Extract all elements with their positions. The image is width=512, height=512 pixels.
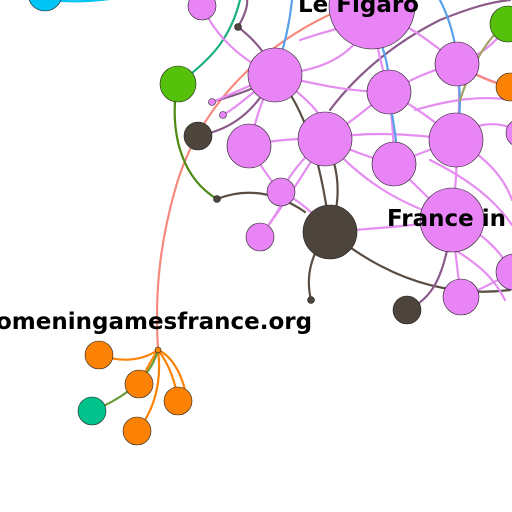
graph-node[interactable] <box>187 0 217 21</box>
edge <box>328 0 512 112</box>
edge <box>156 348 187 392</box>
graph-node[interactable] <box>489 5 512 43</box>
node-label-womeningames: omeningamesfrance.org <box>0 309 312 335</box>
edge <box>155 8 342 352</box>
graph-node-le-figaro[interactable] <box>328 0 416 50</box>
edge <box>413 96 512 112</box>
graph-node[interactable] <box>219 111 227 119</box>
graph-node[interactable] <box>434 41 480 87</box>
node-label-le-figaro: Le Figaro <box>298 0 419 18</box>
graph-node[interactable] <box>84 340 114 370</box>
graph-node[interactable] <box>371 141 417 187</box>
graph-node-womeningames-hub[interactable] <box>154 346 162 354</box>
graph-node[interactable] <box>245 222 275 252</box>
edge <box>215 191 307 214</box>
graph-node[interactable] <box>428 112 484 168</box>
graph-node[interactable] <box>163 386 193 416</box>
graph-node[interactable] <box>297 111 353 167</box>
graph-node[interactable] <box>122 416 152 446</box>
graph-node[interactable] <box>77 396 107 426</box>
graph-node[interactable] <box>226 123 272 169</box>
edge <box>173 88 219 201</box>
node-label-france-in: France in <box>387 206 506 232</box>
graph-node[interactable] <box>124 369 154 399</box>
graph-node[interactable] <box>28 0 62 12</box>
graph-node[interactable] <box>442 278 480 316</box>
graph-node[interactable] <box>159 65 197 103</box>
graph-node[interactable] <box>307 296 315 304</box>
graph-node[interactable] <box>505 119 512 147</box>
graph-node[interactable] <box>495 253 512 291</box>
graph-node[interactable] <box>183 121 213 151</box>
graph-node[interactable] <box>392 295 422 325</box>
edge <box>328 230 512 293</box>
graph-node[interactable] <box>213 195 221 203</box>
graph-node[interactable] <box>366 69 412 115</box>
node-layer <box>28 0 512 446</box>
label-layer: Le Figaro France in omeningamesfrance.or… <box>0 0 506 335</box>
graph-node[interactable] <box>208 98 216 106</box>
graph-node[interactable] <box>234 23 242 31</box>
graph-node[interactable] <box>266 177 296 207</box>
graph-node[interactable] <box>302 204 358 260</box>
graph-node-france-in[interactable] <box>419 187 485 253</box>
edge <box>428 158 512 227</box>
graph-node[interactable] <box>247 47 303 103</box>
graph-node[interactable] <box>495 72 512 102</box>
